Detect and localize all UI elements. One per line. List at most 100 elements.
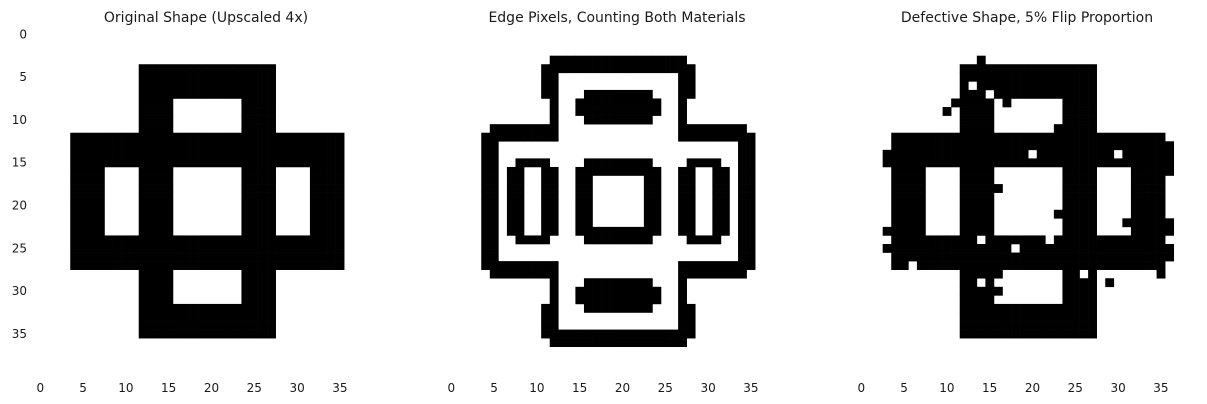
heatmap-cell [301,252,311,262]
heatmap-cell [678,278,687,288]
heatmap-cell [609,329,619,339]
heatmap-cell [250,321,259,330]
heatmap-cell [712,192,722,202]
heatmap-cell [489,175,499,185]
heatmap-cell [489,124,499,134]
heatmap-cell [1028,261,1038,270]
heatmap-cell [241,218,251,228]
heatmap-cell [1045,132,1055,142]
heatmap-cell [267,72,276,82]
heatmap-cell [70,184,80,193]
heatmap-cell [1071,261,1080,270]
heatmap-cell [301,149,311,159]
heatmap-cell [258,158,268,168]
heatmap-cell [232,64,242,74]
heatmap-cell [138,64,148,74]
heatmap-cell [87,226,97,236]
heatmap-cell [899,218,909,228]
heatmap-cell [1019,252,1029,262]
heatmap-cell [882,244,892,253]
heatmap-cell [1156,192,1166,202]
heatmap-cell [241,201,251,211]
heatmap-cell [1028,158,1038,168]
heatmap-cell [635,295,645,305]
heatmap-cell [738,175,747,185]
heatmap-cell [1071,115,1080,125]
heatmap-cell [558,64,568,74]
heatmap-cell [275,244,285,253]
heatmap-cell [70,252,80,262]
heatmap-cell [592,278,602,288]
heatmap-cell [601,235,610,245]
heatmap-cell [95,201,105,211]
heatmap-cell [1139,175,1149,185]
heatmap-cell [1165,244,1175,253]
heatmap-cell [1088,184,1097,193]
heatmap-cell [601,55,610,65]
heatmap-cell [1053,141,1063,151]
heatmap-cell [207,329,217,339]
heatmap-cell [592,338,602,348]
heatmap-cell [1079,72,1089,82]
heatmap-cell [1079,184,1089,193]
heatmap-cell [1036,303,1046,313]
heatmap-cell [882,158,892,168]
heatmap-cell [1156,158,1166,168]
heatmap-cell [618,303,628,313]
heatmap-cell [292,141,302,151]
heatmap-cell [635,338,645,348]
heatmap-cell [976,141,986,151]
heatmap-cell [515,175,525,185]
heatmap-cell [164,312,174,322]
heatmap-cell [1036,158,1046,168]
heatmap-cell [267,141,276,151]
heatmap-cell [70,166,80,176]
heatmap-cell [968,244,978,253]
heatmap-cell [652,201,662,211]
heatmap-cell [652,338,662,348]
heatmap-cell [301,261,311,270]
heatmap-cell [138,158,148,168]
heatmap-cell [284,132,294,142]
heatmap-cell [626,158,636,168]
heatmap-cell [87,201,97,211]
heatmap-cell [232,158,242,168]
heatmap-cell [489,166,499,176]
heatmap-cell [327,166,336,176]
heatmap-cell [592,98,602,108]
heatmap-cell [250,175,259,185]
x-tick-label: 35 [332,381,347,395]
heatmap-cell [181,312,191,322]
heatmap-cell [147,226,157,236]
heatmap-cell [224,141,234,151]
heatmap-cell [1079,312,1089,322]
heatmap-cell [327,184,336,193]
heatmap-cell [652,218,662,228]
heatmap-cell [959,209,969,219]
heatmap-cell [215,89,225,99]
heatmap-cell [738,132,747,142]
heatmap-cell [1002,98,1012,108]
heatmap-cell [592,235,602,245]
heatmap-cell [976,72,986,82]
heatmap-cell [232,235,242,245]
heatmap-cell [232,329,242,339]
heatmap-cell [635,286,645,296]
heatmap-cell [1028,244,1038,253]
heatmap-cell [643,158,653,168]
heatmap-cell [566,55,576,65]
heatmap-cell [241,261,251,270]
heatmap-cell [267,312,276,322]
heatmap-cell [1096,141,1106,151]
heatmap-cell [643,64,653,74]
heatmap-cell [592,226,602,236]
heatmap-cell [1002,252,1012,262]
heatmap-cell [309,192,319,202]
heatmap-cell [959,329,969,339]
heatmap-cell [138,209,148,219]
heatmap-cell [729,124,739,134]
heatmap-cell [172,141,182,151]
heatmap-cell [1062,64,1072,74]
heatmap-cell [215,132,225,142]
heatmap-cell [899,235,909,245]
